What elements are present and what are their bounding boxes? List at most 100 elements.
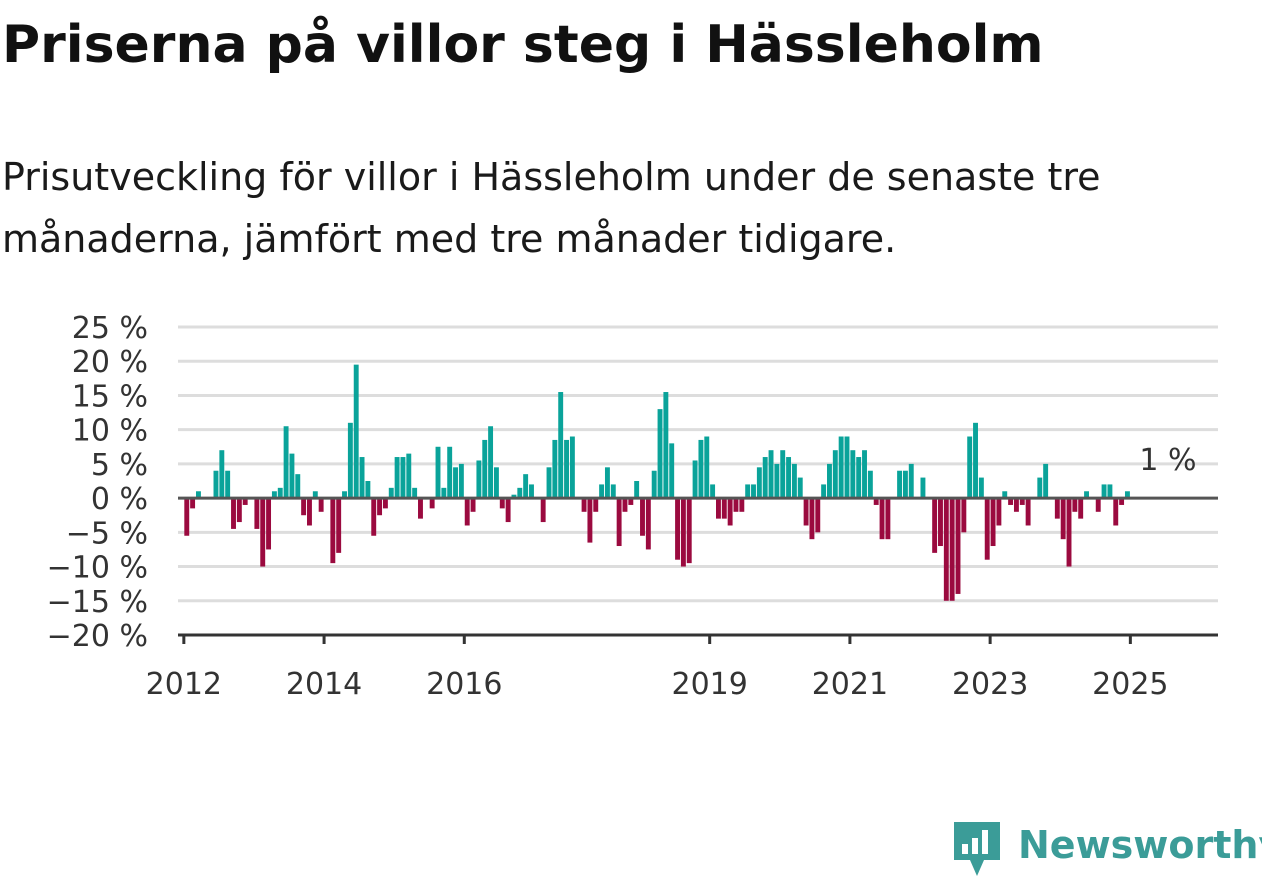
bar [599,484,605,499]
bar [517,487,523,499]
bar [961,498,967,533]
bar [686,498,692,564]
bars [184,364,1130,601]
bar [587,498,593,543]
bar [967,436,973,499]
bar [786,457,792,499]
bar [353,364,359,499]
x-axis-tick-labels: 2012 2014 2016 2019 2021 2023 2025 [146,667,1169,702]
bar [622,498,628,512]
bar [266,498,272,550]
bar [552,439,558,499]
y-tick-label: 25 % [72,311,148,346]
bar [885,498,891,540]
bar [493,467,499,499]
x-tick-label: 2016 [426,667,502,702]
bar [1113,498,1119,526]
bar [692,460,698,499]
bar [441,487,447,499]
bar [897,470,903,499]
bar [394,457,400,499]
bar [902,470,908,499]
bar [382,498,388,509]
bar [879,498,885,540]
bar [213,470,219,499]
bar [196,491,201,499]
y-tick-label: 0 % [91,482,148,517]
bar [943,498,949,601]
y-tick-label: −20 % [47,619,148,654]
bar [815,498,821,533]
bar [727,498,733,526]
newsworthy-logo-icon [954,822,1000,876]
bar [564,439,569,499]
bar [301,498,307,516]
bar [669,443,675,499]
bar [581,498,587,512]
bar [318,498,324,512]
bar [295,474,301,499]
bar [365,481,371,499]
bar [511,494,517,499]
x-tick-label: 2012 [146,667,222,702]
bar [1025,498,1031,526]
bar [1084,491,1089,499]
bar [640,498,645,536]
bar [236,498,242,523]
bar [464,498,470,526]
bar [955,498,961,594]
bar [1107,484,1113,499]
bar [827,463,832,499]
bar [832,450,838,499]
bar [973,422,978,499]
bar [283,426,289,499]
bar [458,463,464,499]
bar [523,474,529,499]
bar [844,436,850,499]
bar [850,450,856,499]
bar [920,477,926,499]
bar [453,467,458,499]
last-value-label: 1 % [1139,443,1196,478]
x-tick-label: 2014 [286,667,362,702]
bar [856,457,862,499]
bar [838,436,844,499]
bar [330,498,336,564]
bar-chart: 25 %20 %15 %10 %5 %0 %−5 %−10 %−15 %−20 … [47,311,1218,702]
bar [307,498,312,526]
bar [1060,498,1066,540]
bar [190,498,196,509]
bar [400,457,406,499]
y-tick-label: 15 % [72,379,148,414]
bar [371,498,377,536]
bar [628,498,634,505]
bar [377,498,383,516]
bar [418,498,423,519]
bar [657,409,663,499]
bar [756,467,762,499]
bar [1019,498,1025,505]
bar [476,460,482,499]
bar [762,457,768,499]
bar [219,450,225,499]
bar [751,484,756,499]
bar [610,484,616,499]
bar [996,498,1002,526]
y-tick-label: −5 % [66,516,148,551]
bar [663,392,669,499]
bar [1037,477,1043,499]
axes [178,496,1218,644]
bar [482,439,488,499]
bar [634,481,640,499]
bar [1002,491,1008,499]
bar [1072,498,1078,512]
bar [1101,484,1107,499]
bar [1054,498,1060,519]
bar [616,498,622,547]
bar [1043,463,1049,499]
bar [260,498,266,567]
bar [1119,498,1125,505]
y-tick-label: 5 % [91,448,148,483]
bar [184,498,190,536]
bar [558,392,564,499]
